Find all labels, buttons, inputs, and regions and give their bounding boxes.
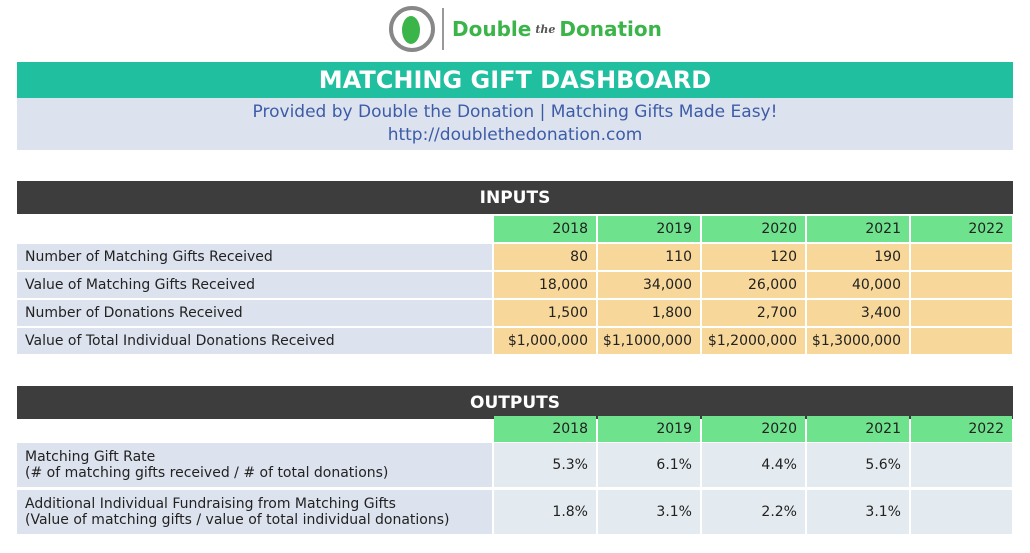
logo-word: Double: [452, 17, 532, 41]
value-cell: 1.8%: [494, 490, 596, 534]
logo-icon: [389, 6, 435, 52]
logo-leaf: [402, 16, 420, 44]
value-cell: 5.6%: [807, 443, 909, 487]
row-label: Additional Individual Fundraising from M…: [17, 490, 492, 534]
empty-cell: [911, 272, 1012, 298]
value-cell: 110: [598, 244, 700, 270]
year-header: 2021: [807, 216, 909, 242]
value-cell: 6.1%: [598, 443, 700, 487]
logo-word: the: [535, 22, 556, 36]
value-cell: 190: [807, 244, 909, 270]
subtitle: Provided by Double the Donation | Matchi…: [252, 102, 778, 122]
title-bar: MATCHING GIFT DASHBOARD: [17, 62, 1013, 98]
value-cell: 3.1%: [598, 490, 700, 534]
row-note: (# of matching gifts received / # of tot…: [25, 465, 389, 481]
value-cell: $1,1000,000: [598, 328, 700, 354]
value-cell: 4.4%: [702, 443, 805, 487]
value-cell: 40,000: [807, 272, 909, 298]
value-cell: 34,000: [598, 272, 700, 298]
year-header: 2018: [494, 216, 596, 242]
row-label: Matching Gift Rate (# of matching gifts r…: [17, 443, 492, 487]
year-header: 2019: [598, 216, 700, 242]
year-header: 2020: [702, 416, 805, 442]
value-cell: 5.3%: [494, 443, 596, 487]
row-note: (Value of matching gifts / value of tota…: [25, 512, 450, 528]
row-label: Value of Total Individual Donations Rece…: [17, 328, 492, 354]
value-cell: 2.2%: [702, 490, 805, 534]
empty-cell: [911, 490, 1012, 534]
section-bar: OUTPUTS: [17, 386, 1013, 419]
value-cell: 26,000: [702, 272, 805, 298]
row-label-text: Additional Individual Fundraising from M…: [25, 496, 396, 512]
empty-cell: [911, 328, 1012, 354]
value-cell: 120: [702, 244, 805, 270]
value-cell: 18,000: [494, 272, 596, 298]
row-label-text: Number of Matching Gifts Received: [25, 249, 273, 265]
value-cell: 1,800: [598, 300, 700, 326]
section-bar: INPUTS: [17, 181, 1013, 214]
row-label-text: Number of Donations Received: [25, 305, 243, 321]
row-label: Number of Donations Received: [17, 300, 492, 326]
year-header: 2020: [702, 216, 805, 242]
value-cell: 2,700: [702, 300, 805, 326]
value-cell: 3,400: [807, 300, 909, 326]
value-cell: $1,2000,000: [702, 328, 805, 354]
row-label: Number of Matching Gifts Received: [17, 244, 492, 270]
row-label-text: Value of Total Individual Donations Rece…: [25, 333, 335, 349]
row-label-text: Value of Matching Gifts Received: [25, 277, 256, 293]
row-label: Value of Matching Gifts Received: [17, 272, 492, 298]
value-cell: $1,3000,000: [807, 328, 909, 354]
empty-cell: [911, 443, 1012, 487]
year-header: 2021: [807, 416, 909, 442]
year-header: 2018: [494, 416, 596, 442]
row-label-text: Matching Gift Rate: [25, 449, 156, 465]
url: http://doublethedonation.com: [387, 125, 643, 145]
value-cell: 80: [494, 244, 596, 270]
year-header: 2022: [911, 216, 1012, 242]
subtitle-area: [17, 98, 1013, 150]
year-header: 2022: [911, 416, 1012, 442]
logo-text: Double the Donation: [452, 14, 662, 44]
value-cell: 1,500: [494, 300, 596, 326]
year-header: 2019: [598, 416, 700, 442]
empty-cell: [911, 300, 1012, 326]
logo-divider: [442, 8, 444, 50]
value-cell: $1,000,000: [494, 328, 596, 354]
value-cell: 3.1%: [807, 490, 909, 534]
logo-word: Donation: [559, 17, 662, 41]
empty-cell: [911, 244, 1012, 270]
